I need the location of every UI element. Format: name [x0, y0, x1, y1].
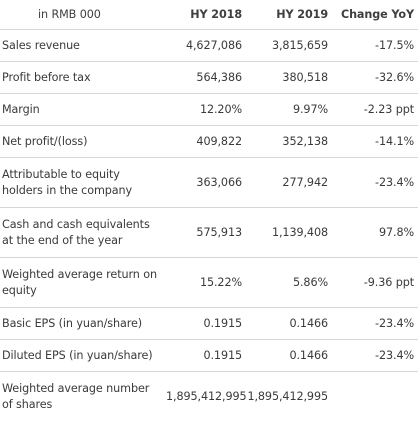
value-hy2019: 9.97%: [244, 93, 330, 126]
value-hy2018: 4,627,086: [166, 29, 244, 62]
row-label: Diluted EPS (in yuan/share): [0, 339, 166, 372]
value-hy2019: 277,942: [244, 157, 330, 208]
value-hy2019: 0.1466: [244, 339, 330, 372]
value-change: 97.8%: [330, 207, 418, 258]
table-row: Basic EPS (in yuan/share) 0.1915 0.1466 …: [0, 307, 418, 340]
header-hy2018: HY 2018: [166, 0, 244, 30]
value-change: -23.4%: [330, 339, 418, 372]
table-row: Margin 12.20% 9.97% -2.23 ppt: [0, 93, 418, 126]
value-hy2019: 352,138: [244, 125, 330, 158]
value-change: -23.4%: [330, 307, 418, 340]
value-hy2019: 3,815,659: [244, 29, 330, 62]
table-header-row: in RMB 000 HY 2018 HY 2019 Change YoY: [0, 0, 418, 30]
header-change-yoy: Change YoY: [330, 0, 418, 30]
row-label: Margin: [0, 93, 166, 126]
value-change: -23.4%: [330, 157, 418, 208]
value-hy2018: 564,386: [166, 61, 244, 94]
header-hy2019: HY 2019: [244, 0, 330, 30]
value-hy2018: 363,066: [166, 157, 244, 208]
value-hy2018: 0.1915: [166, 339, 244, 372]
value-change: -17.5%: [330, 29, 418, 62]
row-label: Basic EPS (in yuan/share): [0, 307, 166, 340]
value-hy2018: 15.22%: [166, 257, 244, 308]
row-label: Cash and cash equivalents at the end of …: [0, 207, 166, 258]
header-unit: in RMB 000: [0, 0, 166, 30]
value-hy2019: 5.86%: [244, 257, 330, 308]
row-label: Sales revenue: [0, 29, 166, 62]
value-change: -2.23 ppt: [330, 93, 418, 126]
table-row: Profit before tax 564,386 380,518 -32.6%: [0, 61, 418, 94]
value-change: -32.6%: [330, 61, 418, 94]
value-change: -14.1%: [330, 125, 418, 158]
table-row: Cash and cash equivalents at the end of …: [0, 207, 418, 258]
table-row: Attributable to equity holders in the co…: [0, 157, 418, 208]
value-change: [330, 372, 418, 422]
value-hy2019: 1,895,412,995: [247, 389, 328, 403]
table-row: Sales revenue 4,627,086 3,815,659 -17.5%: [0, 29, 418, 62]
value-hy2018: 575,913: [166, 207, 244, 258]
table-row: Net profit/(loss) 409,822 352,138 -14.1%: [0, 125, 418, 158]
value-hy2018: 12.20%: [166, 93, 244, 126]
value-hy2019: 1,139,408: [244, 207, 330, 258]
value-hy2019: 380,518: [244, 61, 330, 94]
table-row: Weighted average return on equity 15.22%…: [0, 257, 418, 308]
row-label: Net profit/(loss): [0, 125, 166, 158]
value-hy2018: 1,895,412,995: [166, 389, 247, 403]
row-label: Weighted average number of shares: [2, 381, 150, 411]
table-row: Weighted average number of shares 1,895,…: [0, 372, 418, 422]
row-label: Attributable to equity holders in the co…: [0, 157, 166, 208]
value-change: -9.36 ppt: [330, 257, 418, 308]
value-hy2019: 0.1466: [244, 307, 330, 340]
value-hy2018: 0.1915: [166, 307, 244, 340]
row-label: Profit before tax: [0, 61, 166, 94]
value-hy2018: 409,822: [166, 125, 244, 158]
row-label: Weighted average return on equity: [0, 257, 166, 308]
table-row: Diluted EPS (in yuan/share) 0.1915 0.146…: [0, 339, 418, 372]
